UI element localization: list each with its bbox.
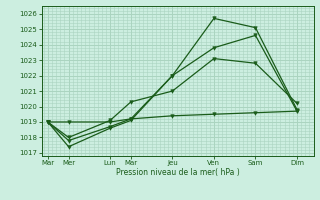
X-axis label: Pression niveau de la mer( hPa ): Pression niveau de la mer( hPa ) — [116, 168, 239, 177]
